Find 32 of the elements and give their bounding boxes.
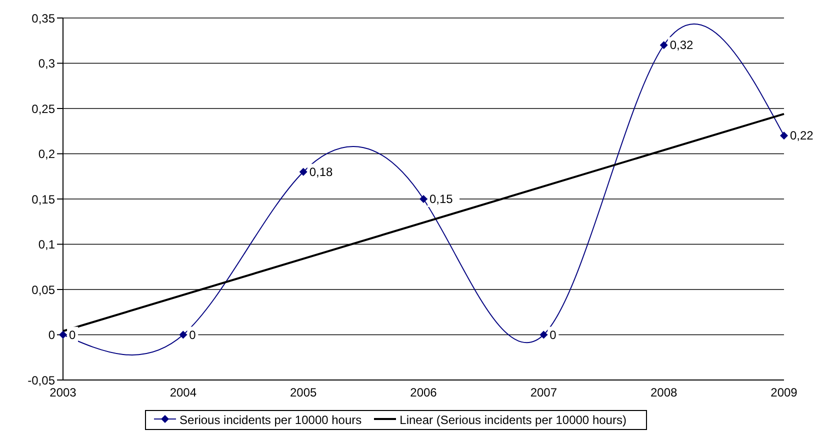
data-label: 0 [550,328,557,342]
point [59,330,67,339]
y-tick-label: 0,25 [32,102,56,116]
data-label: 0,15 [430,192,454,206]
data-label: 0,32 [670,38,694,52]
x-tick-label: 2004 [170,386,197,400]
data-label: 0 [69,328,76,342]
x-tick-label: 2008 [650,386,678,400]
legend-label: Serious incidents per 10000 hours [178,413,362,427]
y-tick-label: 0,1 [38,238,56,252]
point [540,330,548,339]
legend-label: Linear (Serious incidents per 10000 hours) [398,413,626,427]
data-label: 0,22 [790,128,814,143]
point [660,41,668,50]
x-tick-label: 2003 [50,386,77,400]
y-tick-label: 0,35 [32,11,56,26]
point [420,195,428,203]
x-tick-label: 2005 [290,386,318,400]
y-tick-label: 0,05 [32,282,56,297]
y-tick-label: 0,2 [38,147,56,162]
data-label: 0,18 [309,164,334,179]
y-tick-label: 0,3 [38,56,56,71]
y-tick-label: 0 [48,328,56,342]
y-tick-label: 0,15 [32,192,56,206]
point [780,132,788,140]
data-label: 0 [189,328,196,342]
y-tick-label: -0,05 [28,373,56,388]
point [179,330,188,339]
point [299,168,308,176]
x-tick-label: 2006 [410,386,438,400]
x-tick-label: 2007 [530,386,558,400]
x-tick-label: 2009 [770,386,798,400]
